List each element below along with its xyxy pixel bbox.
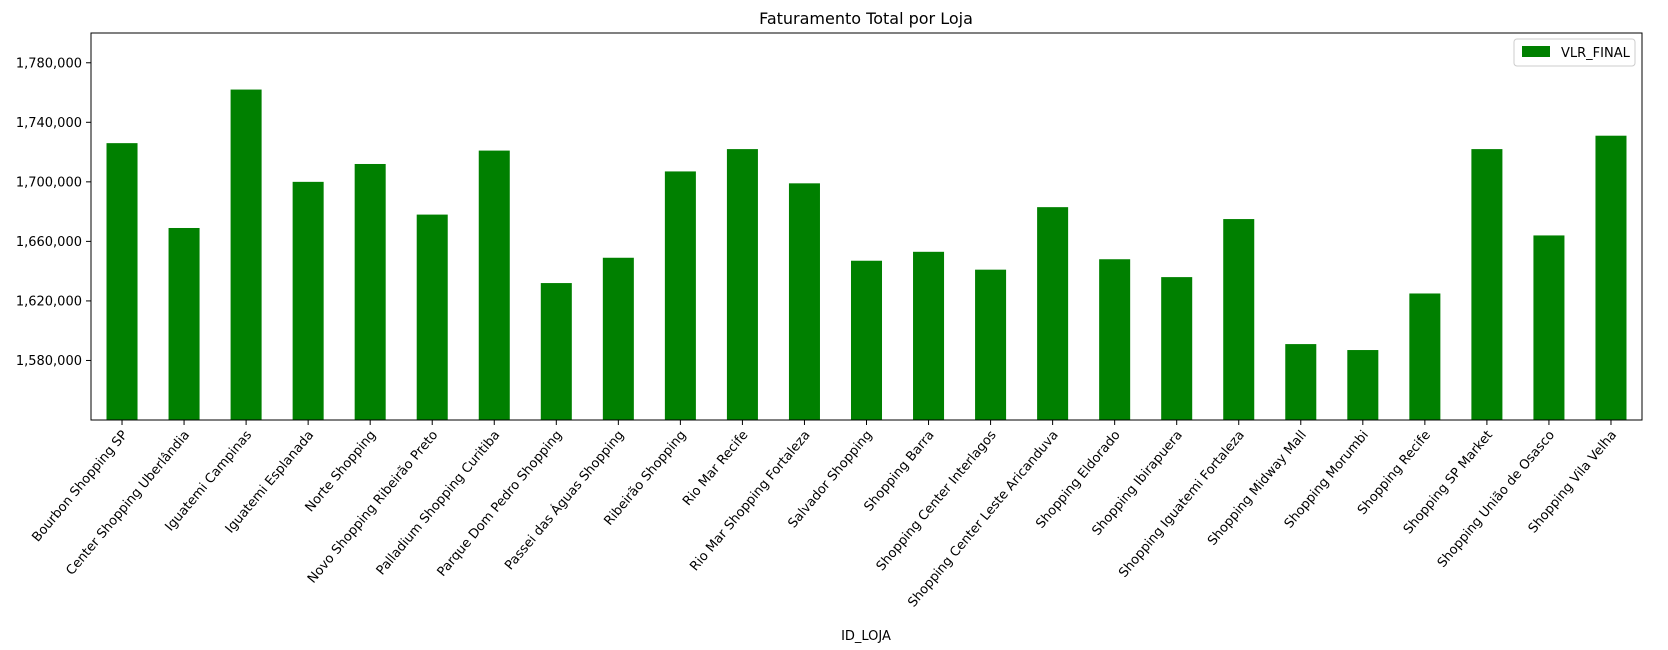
bar	[1099, 259, 1131, 420]
x-tick-label: Rio Mar Recife	[680, 428, 751, 509]
bar	[1533, 235, 1565, 420]
bar	[1223, 219, 1255, 420]
y-tick-label: 1,740,000	[16, 116, 82, 131]
bar	[1285, 344, 1317, 420]
bar	[1595, 135, 1627, 420]
x-tick-label: Rio Mar Shopping Fortaleza	[687, 428, 813, 574]
bar	[913, 251, 945, 420]
y-tick-label: 1,700,000	[16, 175, 82, 190]
x-tick-label: Center Shopping Uberlândia	[63, 428, 193, 578]
y-tick-label: 1,780,000	[16, 56, 82, 71]
y-tick-label: 1,660,000	[16, 235, 82, 250]
y-tick-label: 1,620,000	[16, 294, 82, 309]
bar	[106, 143, 138, 420]
bar	[1037, 207, 1069, 420]
x-tick-label: Novo Shopping Ribeirão Preto	[305, 428, 441, 586]
bar	[1161, 277, 1193, 420]
legend-label: VLR_FINAL	[1561, 46, 1631, 61]
x-tick-label: Parque Dom Pedro Shopping	[435, 428, 566, 580]
bar	[1347, 350, 1379, 420]
bar	[664, 171, 696, 420]
x-tick-label: Passei das Águas Shopping	[501, 427, 627, 573]
legend: VLR_FINAL	[1513, 38, 1636, 67]
x-tick-label: Palladium Shopping Curitiba	[374, 428, 504, 578]
bar	[540, 283, 572, 420]
bar	[230, 89, 262, 421]
bar	[1471, 149, 1503, 420]
y-axis: 1,580,000 1,620,000 1,660,000 1,700,000 1,74…	[16, 56, 91, 369]
bar	[602, 257, 634, 420]
x-tick-label: Shopping Center Interlagos	[874, 428, 1000, 574]
x-tick-label: Shopping União de Osasco	[1435, 428, 1558, 571]
bar	[975, 269, 1007, 420]
legend-swatch	[1522, 46, 1550, 57]
x-tick-label: Shopping Iguatemi Fortaleza	[1116, 428, 1248, 581]
bar	[850, 260, 883, 420]
chart-title: Faturamento Total por Loja	[759, 9, 973, 28]
bars-group	[106, 89, 1627, 421]
bar	[788, 183, 820, 420]
x-axis-label: ID_LOJA	[841, 629, 891, 644]
y-tick-label: 1,580,000	[16, 354, 82, 369]
bar	[168, 227, 200, 420]
bar	[726, 149, 758, 420]
bar	[292, 181, 324, 420]
bar	[1409, 293, 1441, 420]
plot-frame	[90, 32, 1643, 421]
legend-box	[1513, 38, 1636, 67]
bar	[416, 214, 448, 420]
bar	[478, 150, 510, 421]
bar	[354, 163, 386, 420]
